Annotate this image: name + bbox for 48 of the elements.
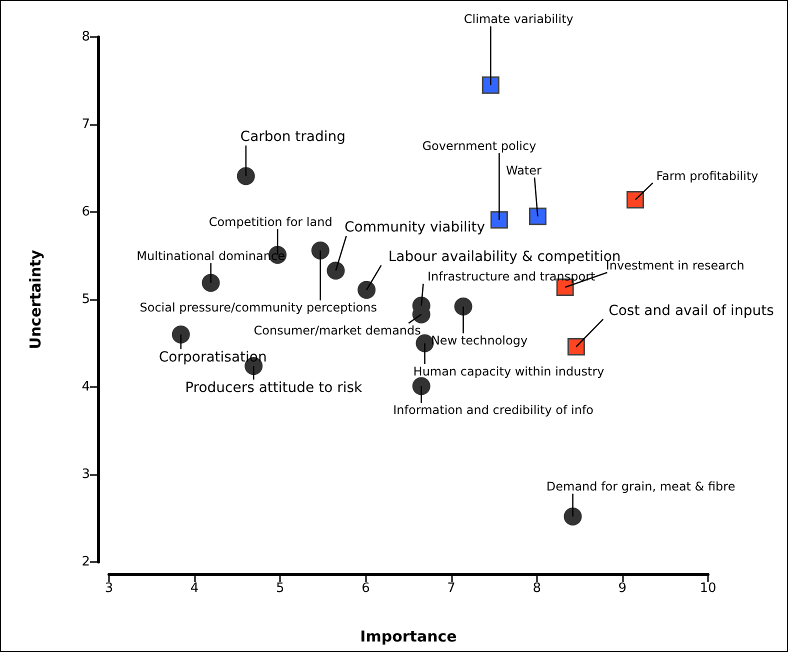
y-tick-label: 6 xyxy=(82,204,90,220)
annotation: Information and credibility of info xyxy=(393,403,594,418)
annotation: Consumer/market demands xyxy=(254,323,421,338)
point xyxy=(454,298,472,316)
point xyxy=(490,211,508,229)
annotation: Carbon trading xyxy=(240,129,346,146)
x-axis-title: Importance xyxy=(360,628,457,646)
y-tick-label: 3 xyxy=(82,467,90,482)
annotation: Climate variability xyxy=(464,12,574,26)
annotation: Water xyxy=(506,163,542,178)
annotation: Cost and avail of inputs xyxy=(608,302,774,319)
x-tick-label: 9 xyxy=(618,581,627,596)
point xyxy=(564,508,582,526)
annotation: Producers attitude to risk xyxy=(185,380,364,396)
point xyxy=(567,338,585,356)
annotation: Community viability xyxy=(344,220,486,236)
point xyxy=(358,280,376,299)
point xyxy=(202,274,220,292)
point xyxy=(416,334,434,352)
point xyxy=(528,208,546,226)
y-tick-label: 8 xyxy=(82,30,90,44)
x-tick-label: 10 xyxy=(700,581,716,596)
point xyxy=(482,76,500,94)
x-tick-label: 5 xyxy=(276,581,284,596)
annotation: Corporatisation xyxy=(158,350,267,366)
y-tick-label: 4 xyxy=(82,380,90,394)
point xyxy=(626,191,644,208)
y-axis-title: Uncertainty xyxy=(26,250,44,350)
point xyxy=(412,377,430,396)
point xyxy=(326,262,345,280)
annotation: Demand for grain, meat & fibre xyxy=(546,480,736,494)
point xyxy=(172,326,190,344)
annotation: Infrastructure and transport xyxy=(427,270,596,284)
annotation: Human capacity within industry xyxy=(413,364,604,378)
x-tick-label: 4 xyxy=(190,581,199,596)
annotation: Social pressure/community perceptions xyxy=(140,300,377,314)
y-tick-label: 5 xyxy=(82,292,90,307)
x-tick-label: 8 xyxy=(532,581,541,596)
x-tick-label: 6 xyxy=(362,581,370,596)
annotation: Competition for land xyxy=(208,214,332,229)
point xyxy=(236,167,255,186)
annotation: Farm profitability xyxy=(656,168,758,183)
point xyxy=(311,242,330,260)
x-tick-label: 3 xyxy=(104,581,114,596)
annotation: Government policy xyxy=(422,138,536,153)
y-tick-label: 2 xyxy=(82,554,90,570)
y-tick-label: 7 xyxy=(82,117,90,132)
x-tick-label: 7 xyxy=(447,581,456,596)
